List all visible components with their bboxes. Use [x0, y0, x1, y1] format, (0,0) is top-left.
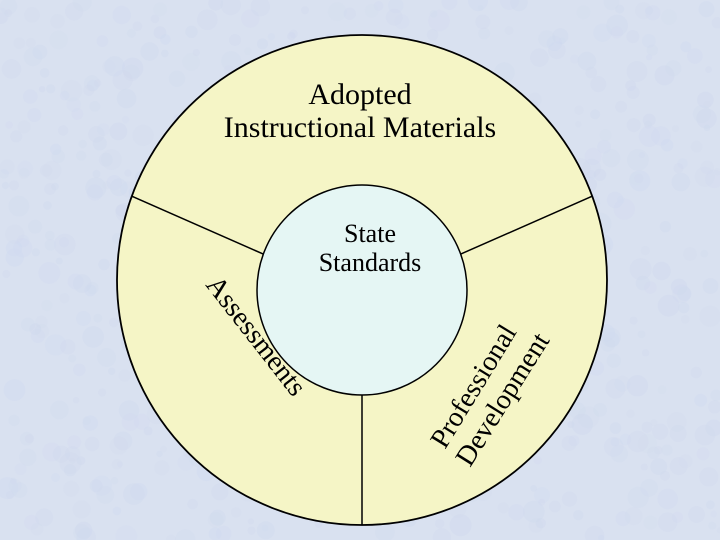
- left-sector-label: Assessments: [199, 270, 312, 402]
- diagram-stage: Adopted Instructional Materials State St…: [0, 0, 720, 540]
- curved-labels: AssessmentsProfessionalDevelopment: [0, 0, 720, 540]
